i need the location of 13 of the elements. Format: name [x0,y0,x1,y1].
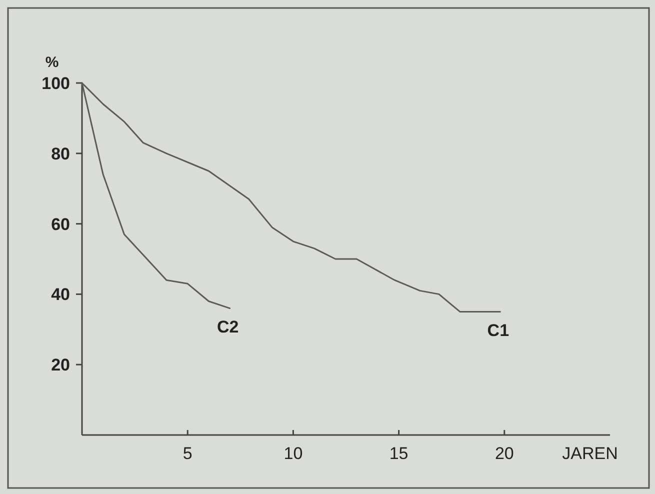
x-tick-label: 15 [389,444,408,463]
x-tick-label: 20 [494,444,514,463]
y-tick-label: 40 [51,285,70,304]
y-tick-label: 100 [42,74,70,93]
y-tick-label: 60 [51,214,70,234]
x-tick-label: 10 [284,444,303,463]
x-tick-label: 5 [182,444,192,463]
y-tick-label: 20 [51,356,70,375]
y-tick-label: 80 [51,144,70,164]
y-axis-title: % [45,54,59,71]
series-label: C2 [216,317,239,336]
x-axis-title: JAREN [562,444,618,463]
series-label: C1 [487,320,510,340]
